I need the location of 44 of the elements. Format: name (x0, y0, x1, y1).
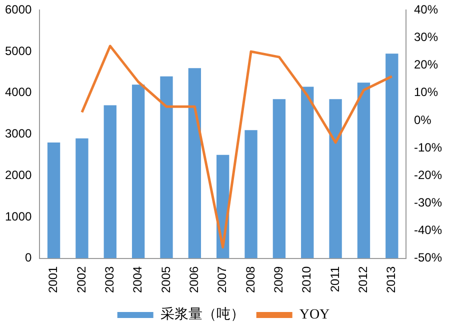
y2-tick-label: 20% (414, 58, 438, 72)
y2-tick-label: -30% (414, 195, 442, 210)
y2-tick-label: -20% (414, 168, 442, 182)
bar (160, 76, 173, 258)
legend-label: YOY (299, 308, 330, 323)
x-tick-label: 2010 (300, 266, 314, 294)
y-tick-label: 4000 (4, 85, 32, 100)
y2-tick-label: -40% (414, 223, 442, 238)
x-tick-label: 2009 (272, 266, 286, 294)
x-tick-label: 2004 (130, 266, 145, 294)
bar (104, 105, 116, 258)
x-tick-label: 2013 (384, 266, 398, 294)
bar (132, 84, 145, 258)
y-tick-label: 1000 (4, 209, 32, 224)
bar (301, 86, 314, 258)
y-tick-label: 6000 (4, 2, 32, 17)
y2-tick-label: -50% (414, 250, 442, 265)
y2-tick-label: -10% (414, 140, 442, 154)
bar (244, 130, 258, 258)
x-tick-label: 2005 (158, 266, 173, 294)
y-tick-label: 2000 (4, 168, 32, 182)
x-tick-label: 2003 (102, 266, 116, 294)
x-tick-label: 2011 (328, 266, 342, 292)
bar (188, 68, 202, 258)
y2-tick-label: 0% (414, 112, 432, 127)
y2-tick-label: 10% (414, 85, 438, 100)
y2-tick-label: 40% (414, 2, 438, 17)
bar (329, 99, 342, 258)
y2-tick-label: 30% (414, 30, 438, 44)
x-tick-label: 2001 (46, 266, 60, 294)
x-tick-label: 2007 (215, 266, 230, 294)
x-tick-label: 2008 (243, 266, 258, 294)
x-tick-label: 2002 (74, 266, 88, 294)
y-tick-label: 3000 (4, 126, 32, 141)
bar (386, 54, 398, 258)
bar (47, 142, 60, 258)
legend-label: 采浆量（吨） (160, 306, 244, 323)
bar (76, 138, 88, 258)
x-tick-label: 2006 (186, 266, 201, 294)
bar (357, 82, 370, 258)
y-tick-label: 5000 (4, 44, 32, 58)
y-tick-label: 0 (25, 250, 32, 265)
bar (272, 99, 286, 258)
x-tick-label: 2012 (356, 266, 370, 294)
